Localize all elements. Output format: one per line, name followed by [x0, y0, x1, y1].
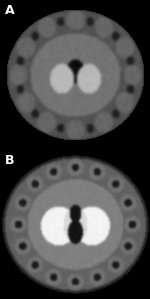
- Text: A: A: [4, 4, 14, 17]
- Text: B: B: [4, 154, 14, 167]
